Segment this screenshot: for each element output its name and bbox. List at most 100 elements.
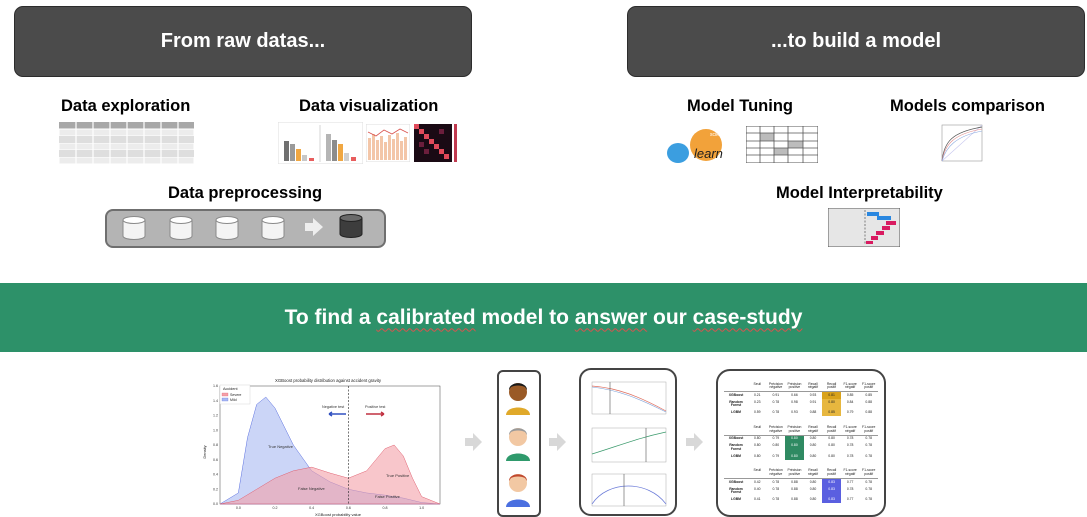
banner-text-before: To find a: [284, 305, 377, 329]
results-table: Seuil Précision négative Précision positiv…: [724, 381, 878, 511]
table-header-cell: Seuil: [753, 381, 762, 386]
table-cell: 0.80: [803, 434, 823, 443]
density-chart-title: XGBoost probability distribution against…: [275, 378, 382, 383]
table-header-cell: F1-score positif: [862, 468, 876, 477]
svg-text:scikit: scikit: [710, 132, 722, 138]
preprocessing-pipeline: [105, 209, 386, 248]
table-cell: 0.84: [846, 399, 854, 404]
threshold-curve-thumbnail-2: [591, 427, 667, 463]
table-cell: 0.80: [748, 434, 767, 443]
table-cell: 0.78: [859, 434, 878, 443]
table-cell: 0.59: [753, 410, 761, 415]
data-exploration-label: Data exploration: [61, 97, 191, 115]
flow-arrow-icon-1: [465, 433, 482, 451]
table-cell: 0.78: [865, 496, 872, 501]
negative-test-arrow: [328, 411, 346, 417]
table-header-cell: [724, 424, 748, 434]
roc-curve-thumbnail-icon: [941, 124, 983, 162]
y-tick-label: 0.4: [213, 473, 218, 477]
x-tick-label: 0.6: [346, 506, 351, 510]
table-cell: 0.78: [772, 486, 780, 491]
threshold-curve-thumbnail-3: [591, 473, 667, 507]
results-table-group: Seuil Précision négative Précision positiv…: [724, 468, 878, 504]
bar-chart-thumbnail-icon: [278, 122, 363, 164]
table-cell: XGBoost: [724, 478, 748, 486]
flow-arrow-icon-3: [686, 433, 703, 451]
table-cell: 0.78: [865, 486, 872, 491]
table-cell: 0.80: [753, 453, 761, 458]
table-header-cell: F1-score positif: [862, 424, 876, 433]
models-comparison-label: Models comparison: [890, 97, 1045, 115]
x-tick-label: 0.2: [273, 506, 278, 510]
table-cell: 0.88: [791, 496, 798, 501]
y-tick-label: 1.2: [213, 414, 218, 418]
table-cell: Random Forest: [729, 486, 743, 495]
table-cell: 0.77: [840, 478, 860, 486]
database-cylinders-icon: [122, 214, 363, 240]
table-cell: 0.78: [766, 478, 786, 486]
x-tick-label: 0.4: [309, 506, 314, 510]
label-true-negative: True Negative: [268, 444, 294, 449]
table-cell: 0.80: [753, 443, 761, 448]
table-cell: LGBM: [731, 496, 741, 501]
label-negative-test: Negative test: [322, 405, 345, 409]
table-cell: Random Forest: [729, 399, 743, 408]
label-false-positive: False Positive: [375, 494, 401, 499]
table-header-cell: Seuil: [753, 424, 762, 429]
results-table-group: Seuil Précision négative Précision positiv…: [724, 381, 878, 417]
table-header-cell: Seuil: [753, 468, 762, 473]
table-cell: 0.78: [865, 453, 872, 458]
y-tick-label: 1.4: [213, 399, 218, 403]
label-true-positive: True Positive: [386, 473, 410, 478]
banner-word-answer: answer: [574, 305, 648, 329]
legend-label-severe: Severe: [230, 393, 241, 397]
table-cell: 0.78: [859, 478, 878, 486]
results-table-group: Seuil Précision négative Précision positiv…: [724, 424, 878, 460]
scikit-learn-logo-icon: scikit learn: [667, 129, 723, 163]
y-tick-label: 0.0: [213, 502, 218, 506]
header-raw-datas-title: From raw datas...: [160, 30, 326, 52]
table-cell: 0.78: [772, 496, 780, 501]
table-cell: 0.85: [859, 391, 878, 399]
persona-avatar-icon-3: [506, 474, 530, 507]
table-cell: 0.83: [822, 496, 841, 504]
model-interpretability-label: Model Interpretability: [776, 184, 943, 202]
header-raw-datas: From raw datas...: [14, 6, 472, 77]
table-header-cell: Précision positive: [787, 424, 802, 433]
table-cell: 0.88: [785, 478, 804, 486]
banner-word-calibrated: calibrated: [376, 305, 476, 329]
table-cell: LGBM: [731, 453, 741, 458]
table-cell: 0.23: [753, 399, 761, 404]
density-area-severe: [219, 444, 441, 505]
table-cell: 0.80: [785, 442, 804, 454]
table-header-cell: Recall positif: [826, 468, 837, 477]
table-cell: 0.83: [822, 478, 841, 487]
heatmap-thumbnail-icon: [414, 124, 457, 162]
table-header-cell: Recall négatif: [807, 381, 819, 390]
table-cell: 0.80: [809, 486, 817, 491]
persona-avatar-icon-2: [506, 428, 530, 461]
table-header-cell: Précision positive: [787, 381, 802, 390]
table-header-cell: F1-score positif: [862, 381, 876, 390]
table-cell: 0.78: [846, 453, 854, 458]
table-cell: 0.80: [785, 434, 804, 443]
table-cell: 0.80: [785, 453, 804, 460]
y-tick-label: 0.8: [213, 443, 218, 447]
x-tick-label: 1.0: [419, 506, 424, 510]
results-table-panel: Seuil Précision négative Précision positiv…: [716, 369, 886, 517]
table-cell: 0.80: [828, 453, 835, 458]
model-tuning-label: Model Tuning: [687, 97, 794, 115]
table-cell: 0.98: [791, 399, 798, 404]
table-cell: 0.77: [846, 496, 854, 501]
table-cell: 0.78: [840, 434, 860, 443]
table-cell: 0.81: [822, 391, 841, 400]
y-tick-label: 0.6: [213, 458, 218, 462]
table-cell: 0.79: [766, 434, 786, 443]
density-x-label: XGBoost probability value: [315, 512, 362, 517]
svg-text:learn: learn: [694, 146, 723, 161]
table-cell: 0.41: [753, 496, 761, 501]
table-cell: 0.79: [846, 410, 854, 415]
table-cell: 0.88: [865, 410, 872, 415]
table-header-cell: [724, 468, 748, 478]
header-build-model: ...to build a model: [627, 6, 1085, 77]
